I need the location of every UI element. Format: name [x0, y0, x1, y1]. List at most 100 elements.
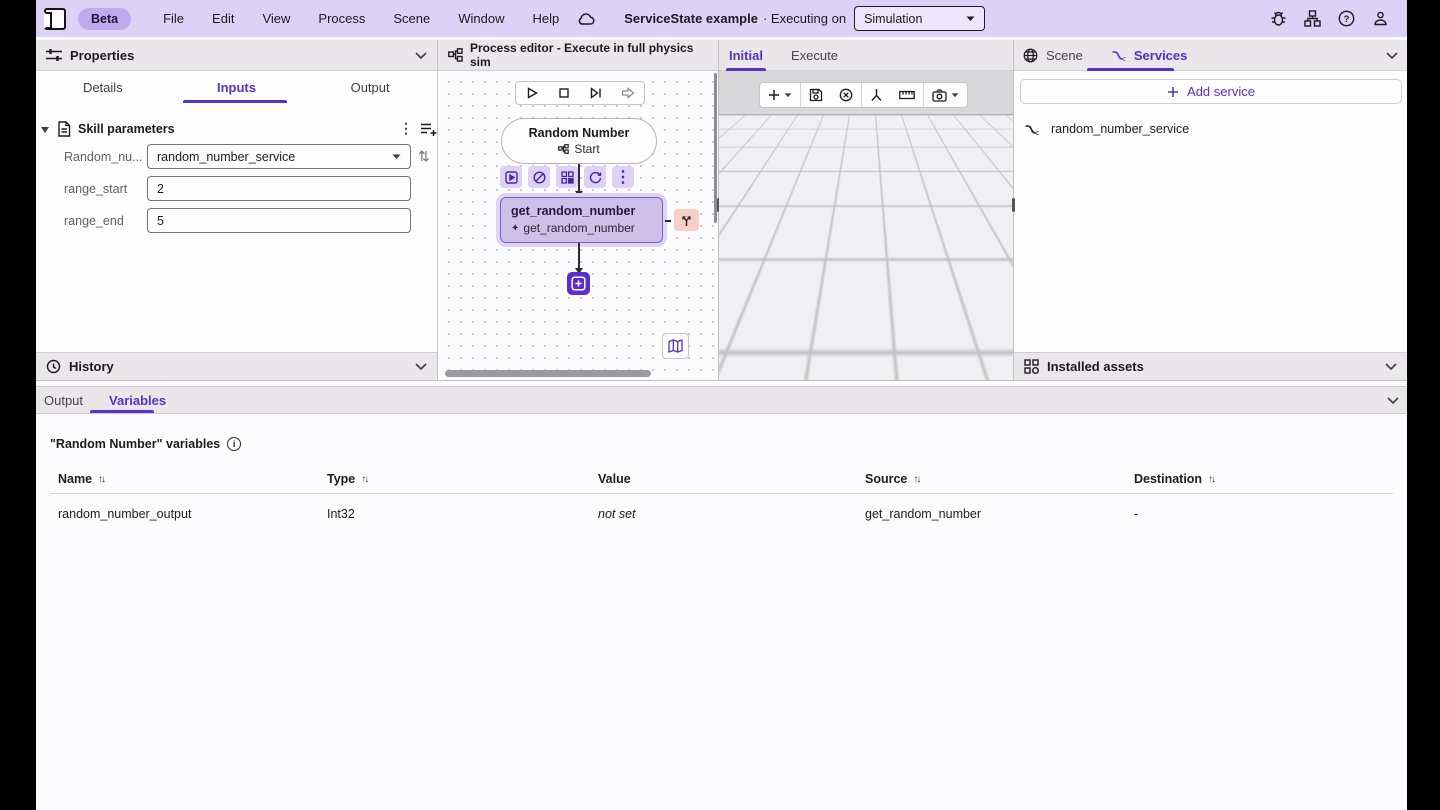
- menu-file[interactable]: File: [163, 11, 185, 26]
- start-node[interactable]: Random Number Start: [501, 118, 657, 164]
- chevron-down-icon[interactable]: [1386, 51, 1398, 59]
- gizmo-axis-y[interactable]: Y: [889, 315, 906, 332]
- orientation-gizmo[interactable]: Z Y X: [864, 297, 932, 365]
- divider-handle[interactable]: [717, 198, 720, 212]
- measure-button[interactable]: [891, 83, 923, 107]
- sort-icon[interactable]: ↑↓: [913, 473, 921, 485]
- column-header-name[interactable]: Name ↑↓: [58, 472, 106, 486]
- add-service-button[interactable]: Add service: [1020, 79, 1402, 104]
- gizmo-axis-neg-y[interactable]: [891, 349, 904, 362]
- chevron-down-icon[interactable]: [1385, 363, 1397, 370]
- skill-parameters-title: Skill parameters: [78, 122, 175, 136]
- save-view-button[interactable]: [801, 83, 831, 107]
- app-logo-icon[interactable]: [44, 7, 66, 30]
- cell-type: Int32: [327, 507, 355, 521]
- sort-icon[interactable]: ↑↓: [1208, 473, 1216, 485]
- disable-chip[interactable]: [528, 166, 550, 188]
- viewport-toolbar: [759, 82, 968, 108]
- tab-scene[interactable]: Scene: [1046, 47, 1083, 63]
- tab-execute[interactable]: Execute: [790, 47, 838, 63]
- gizmo-axis-x[interactable]: X: [909, 323, 925, 339]
- menu-window[interactable]: Window: [458, 11, 505, 26]
- properties-header[interactable]: Properties: [36, 40, 437, 71]
- range-start-input[interactable]: 2: [147, 176, 411, 201]
- chevron-down-icon[interactable]: [415, 51, 427, 59]
- process-flow-icon: [448, 48, 463, 62]
- node-more-chip[interactable]: ⋮: [612, 166, 634, 188]
- tab-details[interactable]: Details: [82, 79, 123, 95]
- document-title: ServiceState example · Executing on: [624, 11, 846, 26]
- history-bar[interactable]: History: [36, 352, 437, 380]
- clear-selection-button[interactable]: [831, 83, 861, 107]
- tab-inputs[interactable]: Inputs: [216, 79, 256, 95]
- tab-variables[interactable]: Variables: [109, 392, 167, 408]
- add-object-button[interactable]: [760, 83, 800, 107]
- menu-view[interactable]: View: [262, 11, 291, 26]
- tab-output[interactable]: Output: [44, 392, 84, 408]
- environment-value: Simulation: [864, 11, 923, 26]
- tab-services[interactable]: Services: [1133, 47, 1188, 63]
- column-header-destination[interactable]: Destination ↑↓: [1134, 472, 1216, 486]
- skill-node-subtitle: ✦ get_random_number: [511, 221, 635, 235]
- divider-handle[interactable]: [1012, 198, 1015, 212]
- start-node-subtitle: Start: [558, 142, 600, 156]
- menu-bar: File Edit View Process Scene Window Help: [149, 5, 573, 32]
- sort-icon[interactable]: ↑↓: [98, 473, 106, 485]
- vertical-scrollbar[interactable]: [714, 73, 717, 223]
- bottom-tabs-bar: Output Variables: [36, 386, 1407, 414]
- scene-3d-view[interactable]: Z Y X: [719, 71, 1014, 380]
- add-node-button[interactable]: [567, 272, 590, 295]
- skill-node-get-random-number[interactable]: get_random_number ✦ get_random_number: [500, 197, 663, 243]
- column-header-type[interactable]: Type ↑↓: [327, 472, 369, 486]
- installed-assets-bar[interactable]: Installed assets: [1014, 352, 1407, 380]
- input-value: 5: [157, 213, 164, 228]
- topbar-actions: ?: [1270, 0, 1389, 37]
- run-from-here-chip[interactable]: [500, 166, 522, 188]
- collapse-arrow-icon[interactable]: [41, 127, 49, 133]
- group-chip[interactable]: [556, 166, 578, 188]
- column-header-source[interactable]: Source ↑↓: [865, 472, 921, 486]
- branch-chip[interactable]: [674, 209, 699, 231]
- cloud-sync-icon[interactable]: [577, 11, 596, 26]
- menu-edit[interactable]: Edit: [212, 11, 235, 26]
- menu-help[interactable]: Help: [532, 11, 560, 26]
- gizmo-axis-neg-z[interactable]: [891, 338, 904, 351]
- sort-icon[interactable]: ↑↓: [361, 473, 369, 485]
- viewport-panel: Initial Execute: [719, 40, 1014, 380]
- chevron-down-icon[interactable]: [1387, 396, 1399, 404]
- history-icon: [46, 359, 61, 374]
- process-canvas[interactable]: Random Number Start: [438, 71, 719, 380]
- play-button[interactable]: [516, 82, 548, 104]
- tab-initial[interactable]: Initial: [729, 47, 763, 63]
- installed-assets-title: Installed assets: [1047, 359, 1144, 374]
- column-header-value[interactable]: Value: [598, 472, 631, 486]
- range-end-input[interactable]: 5: [147, 208, 411, 233]
- panel-divider[interactable]: [437, 40, 438, 380]
- continue-button[interactable]: [612, 82, 644, 104]
- info-icon[interactable]: i: [227, 437, 242, 451]
- debug-icon[interactable]: [1270, 10, 1287, 27]
- step-button[interactable]: [580, 82, 612, 104]
- stop-button[interactable]: [548, 82, 580, 104]
- menu-scene[interactable]: Scene: [393, 11, 431, 26]
- camera-button[interactable]: [924, 83, 967, 107]
- chevron-down-icon[interactable]: [415, 363, 427, 370]
- menu-process[interactable]: Process: [318, 11, 366, 26]
- more-options-icon[interactable]: ⋮: [399, 120, 413, 136]
- playlist-add-icon[interactable]: [421, 122, 437, 137]
- horizontal-scrollbar[interactable]: [445, 370, 651, 377]
- process-tree-icon[interactable]: [1304, 10, 1321, 27]
- viewport-tabs-header: Initial Execute: [719, 40, 1013, 71]
- random-number-service-select[interactable]: random_number_service: [147, 144, 411, 169]
- tab-output[interactable]: Output: [350, 79, 390, 95]
- loop-chip[interactable]: [584, 166, 606, 188]
- service-list-item[interactable]: random_number_service: [1024, 122, 1189, 136]
- gizmo-axis-neg-x[interactable]: [870, 323, 883, 336]
- minimap-button[interactable]: [662, 333, 689, 359]
- process-editor-title: Process editor - Execute in full physics…: [470, 41, 694, 69]
- environment-select[interactable]: Simulation: [854, 6, 986, 31]
- pose-axes-button[interactable]: [862, 83, 891, 107]
- account-icon[interactable]: [1372, 10, 1389, 27]
- reset-binding-icon[interactable]: ⇅︎: [418, 148, 430, 164]
- help-icon[interactable]: ?: [1338, 10, 1355, 27]
